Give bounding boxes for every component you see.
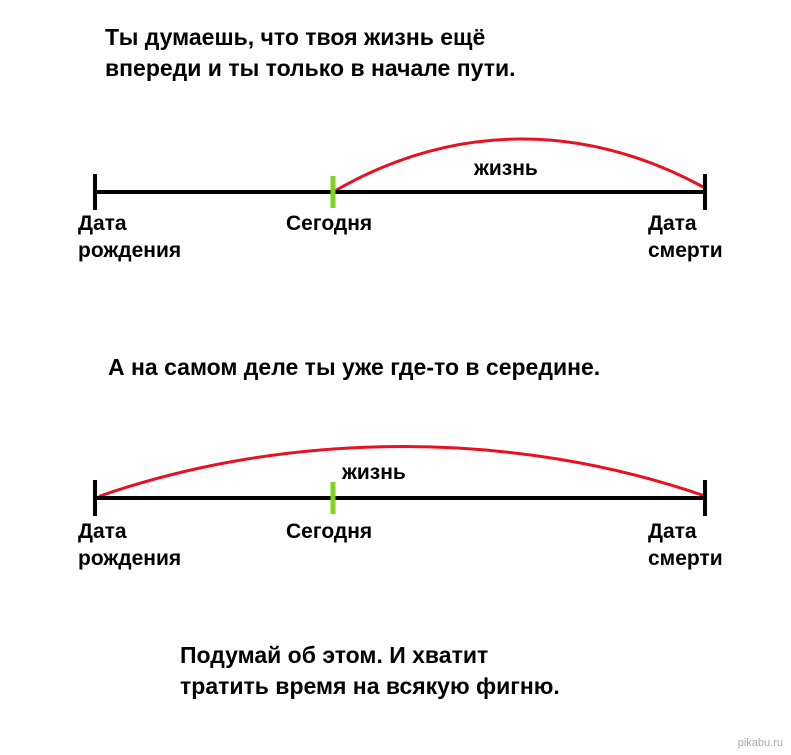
caption-middle: А на самом деле ты уже где-то в середине… xyxy=(108,352,600,383)
label-life-1: жизнь xyxy=(474,155,538,182)
label-today-1: Сегодня xyxy=(286,210,372,237)
label-death-1: Дата смерти xyxy=(648,210,723,265)
label-life-2: жизнь xyxy=(342,459,406,486)
caption-top: Ты думаешь, что твоя жизнь ещё впереди и… xyxy=(105,22,516,84)
watermark: pikabu.ru xyxy=(738,737,783,749)
label-birth-2: Дата рождения xyxy=(78,518,181,573)
caption-bottom: Подумай об этом. И хватит тратить время … xyxy=(180,640,560,702)
label-birth-1: Дата рождения xyxy=(78,210,181,265)
label-death-2: Дата смерти xyxy=(648,518,723,573)
label-today-2: Сегодня xyxy=(286,518,372,545)
